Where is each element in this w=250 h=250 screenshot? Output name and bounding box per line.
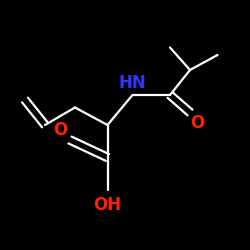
Text: OH: OH (94, 196, 122, 214)
Text: HN: HN (119, 74, 146, 92)
Text: O: O (53, 121, 67, 139)
Text: O: O (190, 114, 204, 132)
